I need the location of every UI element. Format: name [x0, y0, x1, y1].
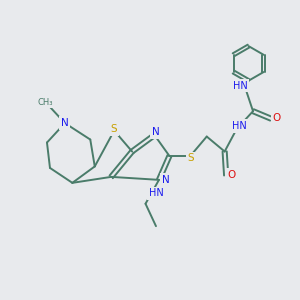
Text: S: S	[188, 153, 194, 164]
Text: CH₃: CH₃	[38, 98, 53, 107]
Text: N: N	[152, 127, 160, 137]
Text: HN: HN	[148, 188, 163, 198]
Text: O: O	[227, 170, 236, 180]
Text: HN: HN	[233, 81, 248, 91]
Text: O: O	[272, 113, 281, 123]
Text: HN: HN	[232, 121, 247, 131]
Text: N: N	[61, 118, 69, 128]
Text: N: N	[162, 175, 170, 185]
Text: S: S	[111, 124, 118, 134]
